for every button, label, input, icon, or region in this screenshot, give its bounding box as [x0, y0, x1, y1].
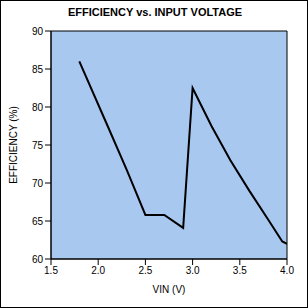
svg-text:2.0: 2.0 [91, 265, 105, 276]
svg-text:80: 80 [32, 102, 44, 113]
svg-text:65: 65 [32, 216, 44, 227]
svg-text:60: 60 [32, 254, 44, 265]
svg-text:85: 85 [32, 64, 44, 75]
svg-text:75: 75 [32, 140, 44, 151]
html-text:IOUT = 10mA: IOUT = 10mA [215, 37, 277, 48]
svg-text:90: 90 [32, 26, 44, 37]
svg-text:4.0: 4.0 [280, 265, 294, 276]
svg-text:3.0: 3.0 [186, 265, 200, 276]
svg-text:3.5: 3.5 [233, 265, 247, 276]
svg-text:70: 70 [32, 178, 44, 189]
svg-text:1.5: 1.5 [44, 265, 58, 276]
svg-text:2.5: 2.5 [138, 265, 152, 276]
html-text:EFFICIENCY vs. INPUT VOLTAGE: EFFICIENCY vs. INPUT VOLTAGE [67, 6, 243, 18]
svg-text:VIN (V): VIN (V) [153, 284, 186, 295]
svg-text:EFFICIENCY (%): EFFICIENCY (%) [8, 106, 19, 184]
